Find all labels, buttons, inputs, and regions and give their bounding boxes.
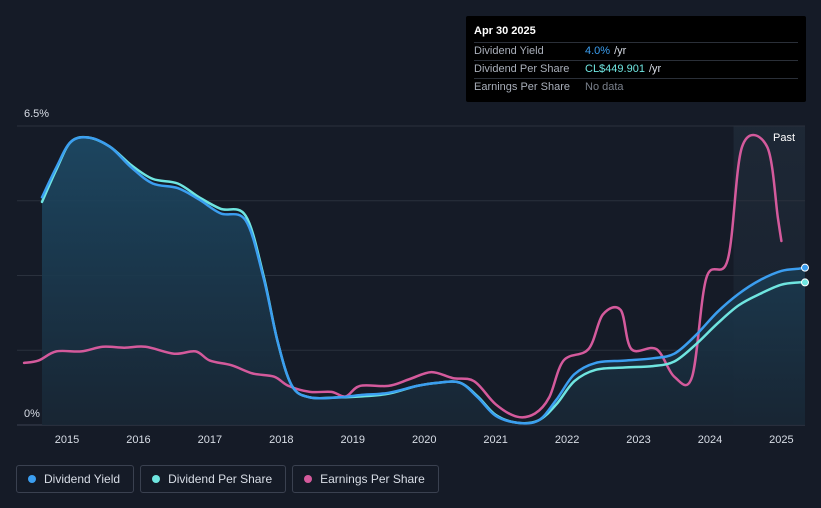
legend-label: Dividend Yield bbox=[44, 472, 121, 486]
x-tick-label: 2021 bbox=[483, 434, 507, 446]
tooltip-unit: /yr bbox=[648, 63, 662, 75]
x-tick-label: 2025 bbox=[769, 434, 793, 446]
tooltip-value: No data bbox=[585, 81, 624, 93]
tooltip-date: Apr 30 2025 bbox=[474, 24, 798, 43]
tooltip: Apr 30 2025 Dividend Yield 4.0% /yr Divi… bbox=[466, 16, 806, 102]
x-tick-label: 2022 bbox=[555, 434, 579, 446]
legend-dot-icon bbox=[152, 475, 161, 483]
legend-dot-icon bbox=[304, 475, 313, 483]
legend-item-dividend-per-share[interactable]: Dividend Per Share bbox=[140, 465, 287, 493]
legend-item-earnings-per-share[interactable]: Earnings Per Share bbox=[292, 465, 439, 493]
legend-label: Dividend Per Share bbox=[168, 472, 273, 486]
x-axis: 2015 2016 2017 2018 2019 2020 2021 2022 2023 2024… bbox=[55, 434, 794, 446]
legend-dot-icon bbox=[28, 475, 36, 483]
tooltip-unit: /yr bbox=[614, 45, 627, 57]
tooltip-value: CL$449.901 bbox=[585, 63, 645, 75]
legend-label: Earnings Per Share bbox=[320, 472, 425, 486]
tooltip-row-earnings-per-share: Earnings Per Share No data bbox=[474, 79, 798, 96]
x-tick-label: 2016 bbox=[126, 434, 150, 446]
x-tick-label: 2024 bbox=[698, 434, 722, 446]
endpoint-marker bbox=[801, 263, 809, 272]
tooltip-label: Dividend Per Share bbox=[474, 63, 570, 75]
tooltip-label: Earnings Per Share bbox=[474, 81, 570, 93]
x-tick-label: 2020 bbox=[412, 434, 436, 446]
series-line-dividend-yield bbox=[40, 135, 807, 425]
x-tick-label: 2017 bbox=[198, 434, 222, 446]
past-label: Past bbox=[773, 132, 796, 144]
tooltip-value: 4.0% bbox=[585, 45, 611, 57]
y-axis-top-label: 6.5% bbox=[24, 108, 50, 120]
dividend-yield-area bbox=[42, 137, 805, 425]
series-lines bbox=[22, 133, 807, 425]
endpoints bbox=[801, 263, 809, 287]
tooltip-row-dividend-per-share: Dividend Per Share CL$449.901 /yr bbox=[474, 61, 798, 79]
legend-item-dividend-yield[interactable]: Dividend Yield bbox=[16, 465, 135, 493]
x-tick-label: 2023 bbox=[626, 434, 650, 446]
series-line-earnings-per-share bbox=[22, 133, 783, 419]
tooltip-row-dividend-yield: Dividend Yield 4.0% /yr bbox=[474, 43, 798, 61]
y-axis-bottom-label: 0% bbox=[24, 408, 40, 420]
tooltip-label: Dividend Yield bbox=[474, 45, 544, 57]
x-tick-label: 2015 bbox=[55, 434, 79, 446]
endpoint-marker bbox=[801, 278, 809, 287]
x-tick-label: 2019 bbox=[341, 434, 365, 446]
x-tick-label: 2018 bbox=[269, 434, 293, 446]
legend: Dividend Yield Dividend Per Share Earnin… bbox=[16, 465, 439, 493]
